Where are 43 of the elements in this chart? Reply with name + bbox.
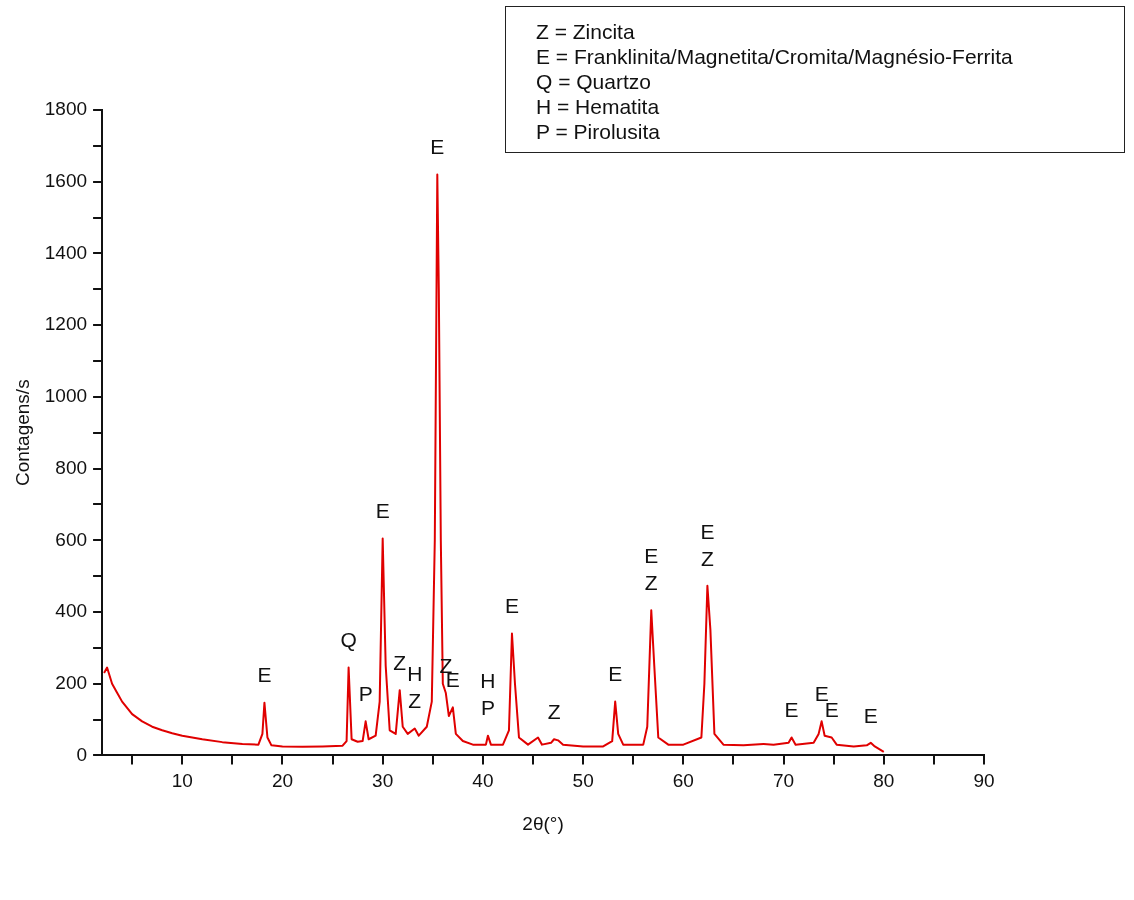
y-tick-label: 1200 xyxy=(44,313,88,335)
y-tick-label: 1600 xyxy=(44,169,88,191)
x-tick-label: 90 xyxy=(973,770,995,792)
annotation: H = Hematita xyxy=(536,94,661,119)
x-tick-label: 60 xyxy=(672,770,694,792)
annotation: E xyxy=(257,663,272,687)
annotation: Z xyxy=(644,570,658,594)
annotation: P xyxy=(358,682,373,706)
annotation: E xyxy=(504,594,519,618)
x-tick-label: 10 xyxy=(171,770,193,792)
annotation: E xyxy=(644,543,659,567)
x-tick-label: 50 xyxy=(572,770,594,792)
y-tick-label: 1000 xyxy=(44,385,88,407)
y-tick-label: 200 xyxy=(55,671,88,693)
y-tick-label: 400 xyxy=(55,600,88,622)
annotation: E xyxy=(700,519,715,543)
annotation: E xyxy=(784,698,799,722)
y-tick-label: 1800 xyxy=(44,98,88,120)
annotation: H xyxy=(480,669,496,693)
annotation: E xyxy=(608,662,623,686)
y-tick-label: 0 xyxy=(76,743,88,765)
annotation: P xyxy=(480,696,495,720)
y-axis-title: Contagens/s xyxy=(11,379,33,487)
x-tick-label: 70 xyxy=(772,770,795,792)
annotation: Z xyxy=(700,546,714,570)
annotation: E xyxy=(430,135,445,159)
x-tick-label: 80 xyxy=(873,770,895,792)
annotation: Q xyxy=(340,628,357,652)
annotation: P = Pirolusita xyxy=(536,119,661,144)
y-tick-label: 1400 xyxy=(44,241,88,263)
annotation: Z xyxy=(408,689,422,713)
x-axis-title: 2θ(°) xyxy=(522,812,564,834)
x-tick-label: 20 xyxy=(271,770,294,792)
annotation: E xyxy=(863,703,878,727)
annotation: Z xyxy=(547,700,561,724)
annotation: Z xyxy=(393,650,407,674)
x-tick-label: 30 xyxy=(372,770,394,792)
y-tick-label: 800 xyxy=(55,456,88,478)
annotation: H xyxy=(407,662,423,686)
key-box: Z = Zincita E = Franklinita/Magnetita/Cromita/Magnésio-Ferrita Q = Quartzo H = Hematita P = Pirolusita xyxy=(505,6,1125,153)
annotation: E xyxy=(375,499,390,523)
x-tick-label: 40 xyxy=(472,770,494,792)
y-tick-label: 600 xyxy=(55,528,88,550)
